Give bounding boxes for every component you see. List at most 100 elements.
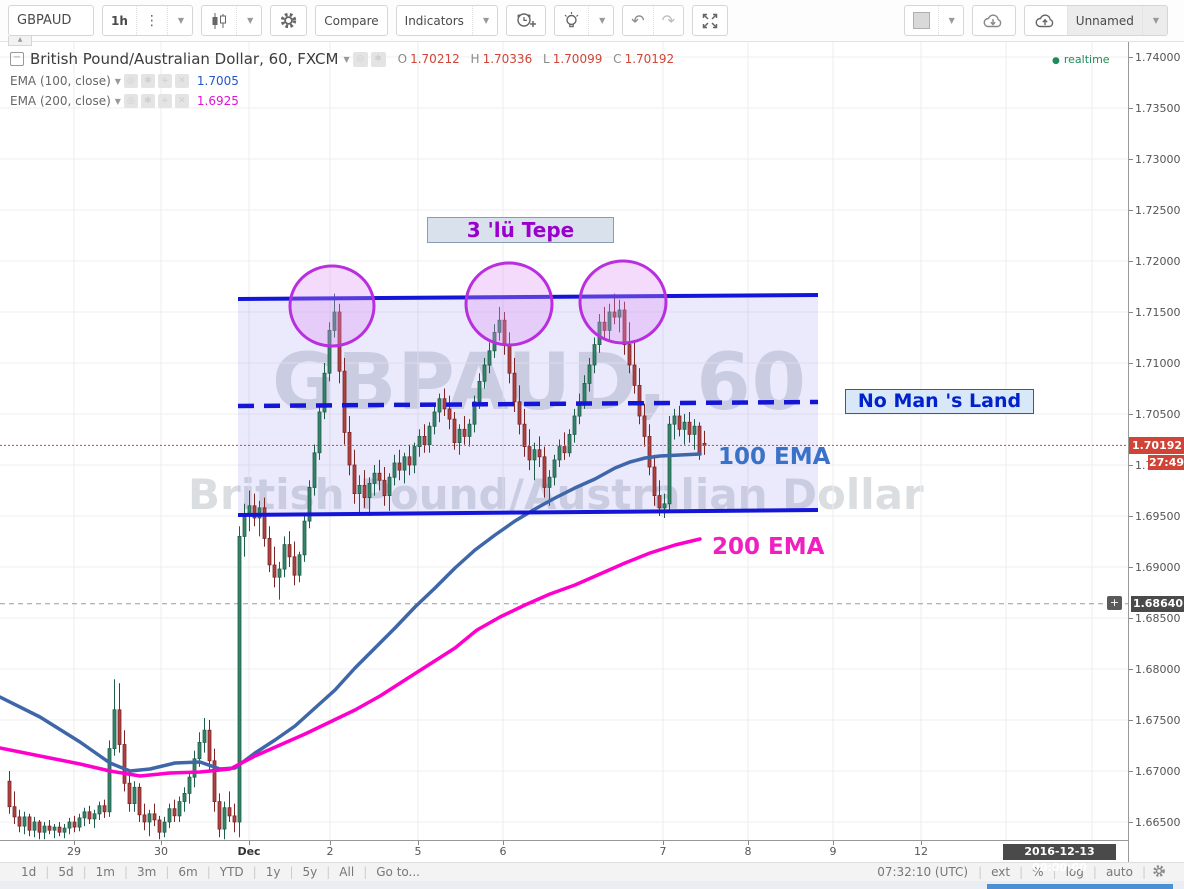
channel-mid-dashed-line[interactable] [237,399,819,409]
price-axis-label: 1.73500 [1129,102,1181,115]
gear-icon [1153,864,1165,877]
candles [7,293,707,840]
range-All[interactable]: All [339,865,355,879]
chevron-down-icon[interactable]: ▼ [343,54,350,64]
compare-button[interactable]: Compare [315,5,388,36]
time-axis-label: 12 [914,845,928,858]
indicator-row-ema200: EMA (200, close) ▼ ◎ ✱ + ✕ 1.6925 [10,94,239,108]
chart-area[interactable]: GBPAUD, 60 British Pound/Australian Doll… [0,42,1128,840]
range-buttons: 1d | 5d | 1m | 3m | 6m | YTD | 1y | 5y | All [12,865,363,879]
footer-strip [0,881,1184,889]
theme-group: ▼ [903,5,964,36]
candlestick-icon [212,12,227,29]
ema100-line[interactable] [0,452,702,773]
range-5y[interactable]: 5y [302,865,318,879]
symbol-search[interactable]: GBPAUD [8,5,94,36]
alert-price-badge[interactable]: 1.68640 [1131,596,1184,612]
triple-top-annotation[interactable]: 3 'lü Tepe [427,217,614,243]
theme-dropdown[interactable]: ▼ [937,6,963,35]
price-chart-canvas[interactable] [0,42,1128,840]
chevron-down-icon[interactable]: ▼ [114,76,121,86]
undo-button[interactable]: ↶ [623,6,652,35]
range-5d[interactable]: 5d [58,865,74,879]
indicators-button[interactable]: Indicators [404,13,464,28]
ohlc-values: O 1.70212 H 1.70336 L 1.70099 C 1.70192 [397,52,675,66]
plus-icon[interactable]: + [157,74,172,88]
gridlines [0,42,1128,840]
date-marker-badge: 2016-12-13 00:00:00 [1003,844,1116,874]
top-circle-2[interactable] [464,261,554,347]
time-axis-tick [249,841,250,845]
toggle-%[interactable]: % [1023,865,1052,879]
goto-button[interactable]: Go to... [376,865,420,879]
ema200-text-annotation[interactable]: 200 EMA [712,534,825,560]
price-axis-label: 1.68500 [1129,612,1181,625]
price-axis-label: 1.69500 [1129,510,1181,523]
time-axis-label: 30 [154,845,168,858]
range-6m[interactable]: 6m [178,865,198,879]
top-circle-3[interactable] [578,259,668,345]
collapse-toolbar-tab[interactable]: ▲ [8,36,32,46]
top-circle-1[interactable] [288,264,376,348]
range-1d[interactable]: 1d [21,865,37,879]
price-axis-label: 1.68000 [1129,663,1181,676]
time-axis[interactable]: 2016-12-13 00:00:00 29 30 Dec 2 5 6 7 8 9 12 [0,840,1128,874]
toggle-auto[interactable]: auto [1105,865,1133,879]
redo-button[interactable]: ↷ [652,6,683,35]
theme-swatch-button[interactable] [905,6,938,35]
close-icon[interactable]: ✕ [174,94,189,108]
fullscreen-button[interactable] [692,5,729,36]
chart-style-button[interactable] [202,6,236,35]
price-axis-label: 1.66500 [1129,816,1181,829]
toggle-ext[interactable]: ext [991,865,1011,879]
chart-properties-button[interactable] [270,5,308,36]
channel-bottom-line[interactable] [237,508,819,517]
legend-collapse-icon[interactable]: − [10,52,24,66]
layout-name-button[interactable]: Unnamed [1066,6,1142,35]
price-axis-label: 1.73000 [1129,153,1181,166]
add-alert-button[interactable] [506,5,547,36]
price-axis-label: 1.69000 [1129,561,1181,574]
time-axis-label: 7 [659,845,667,858]
ema100-value: 1.7005 [196,74,239,88]
plus-icon[interactable]: + [157,94,172,108]
history-group: ↶ ↷ [622,5,685,36]
ideas-dropdown[interactable]: ▼ [588,6,613,35]
ema200-line[interactable] [0,537,702,778]
gear-icon[interactable]: ✱ [140,74,155,88]
channel-top-line[interactable] [237,293,819,301]
price-axis-label: 1.72000 [1129,255,1181,268]
series-title: British Pound/Australian Dollar, 60, FXC… [30,50,339,68]
interval-dropdown-button[interactable]: ▼ [166,6,192,35]
publish-idea-button[interactable] [555,6,588,35]
layout-dropdown[interactable]: ▼ [1141,6,1167,35]
chevron-down-icon: ▼ [1152,16,1159,25]
close-icon[interactable]: ✕ [174,74,189,88]
interval-button[interactable]: 1h [111,13,128,28]
toggle-log[interactable]: log [1057,865,1093,879]
time-axis-label: 29 [67,845,81,858]
axis-settings-button[interactable] [1146,864,1172,881]
eye-icon[interactable]: ◎ [123,74,138,88]
alert-plus-handle[interactable]: + [1107,596,1122,610]
eye-icon[interactable]: ◎ [123,94,138,108]
chevron-down-icon[interactable]: ▼ [114,96,121,106]
range-3m[interactable]: 3m [137,865,157,879]
chart-style-dropdown[interactable]: ▼ [236,6,261,35]
save-layout-button[interactable] [1025,6,1067,35]
ema100-text-annotation[interactable]: 100 EMA [718,444,831,470]
indicators-dropdown[interactable]: ▼ [471,6,497,35]
eye-icon[interactable]: ◎ [352,51,368,67]
gear-icon[interactable]: ✱ [370,51,386,67]
time-axis-tick [921,841,922,845]
range-1y[interactable]: 1y [265,865,281,879]
no-mans-land-annotation[interactable]: No Man 's Land [845,389,1034,414]
range-1m[interactable]: 1m [95,865,115,879]
price-axis[interactable]: 1.66500 1.67000 1.67500 1.68000 1.68500 1.690… [1128,42,1184,862]
redo-icon: ↷ [661,10,676,30]
range-YTD[interactable]: YTD [219,865,244,879]
gear-icon[interactable]: ✱ [140,94,155,108]
interval-menu-button[interactable]: ⋮ [135,6,167,35]
load-layout-button[interactable] [971,5,1016,36]
undo-icon: ↶ [631,10,645,30]
